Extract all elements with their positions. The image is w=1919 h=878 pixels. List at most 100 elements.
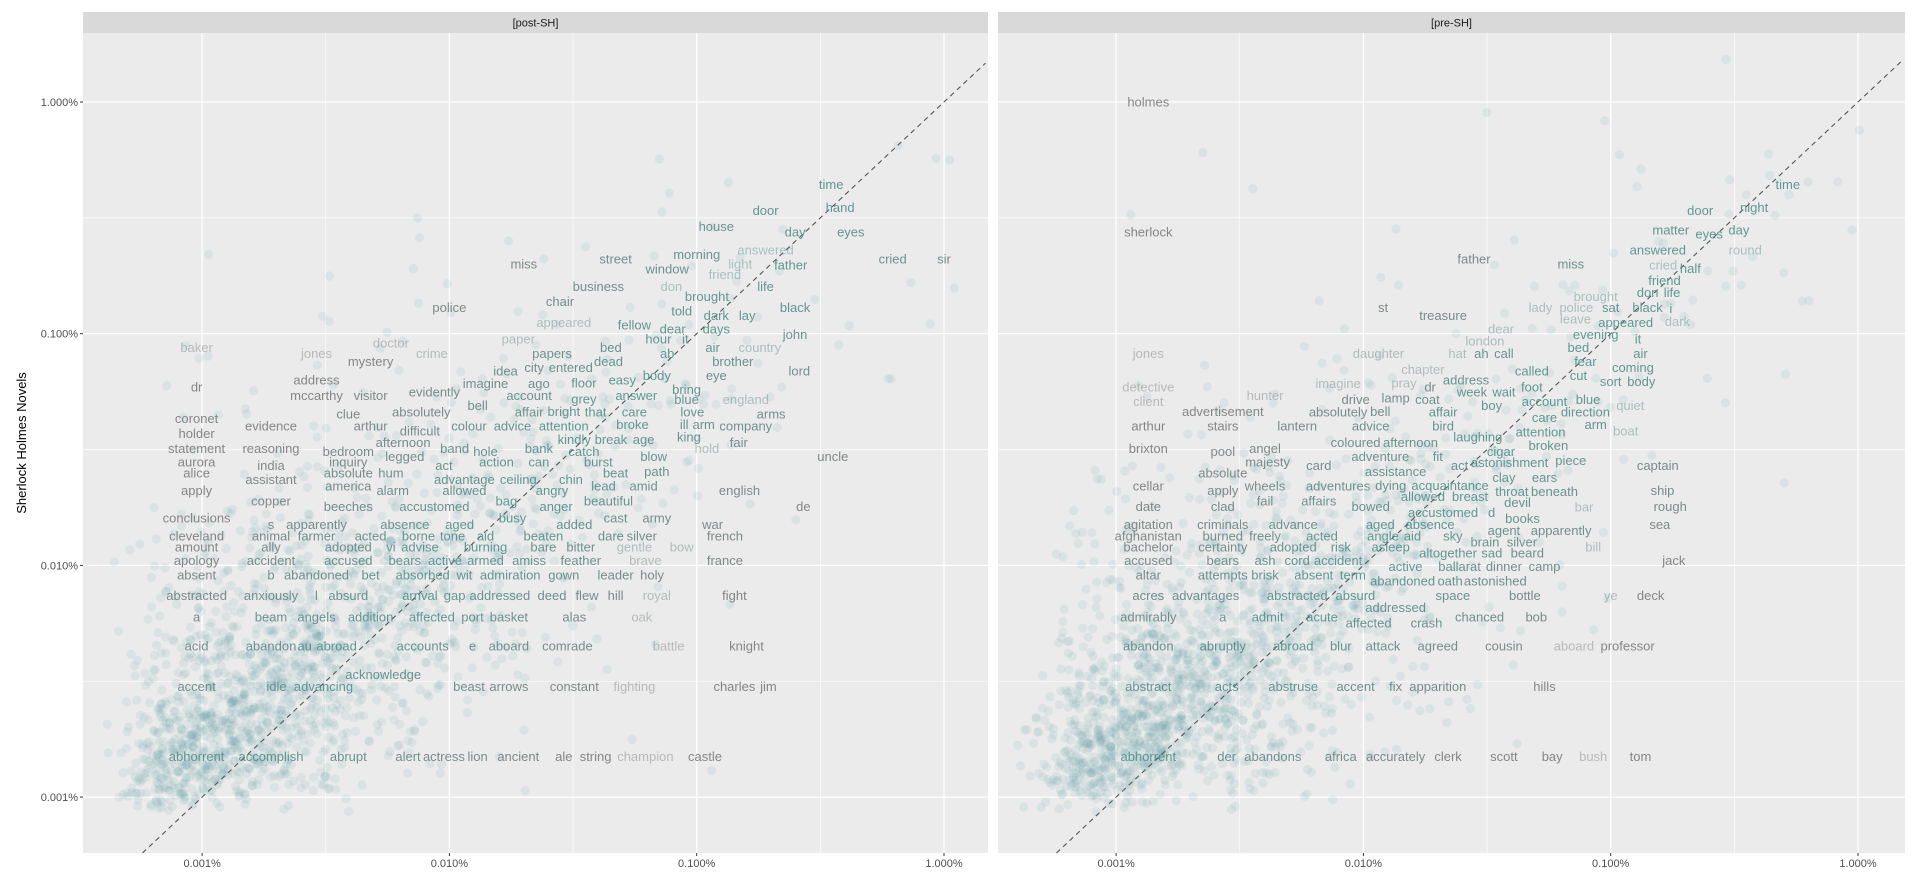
point xyxy=(197,784,207,794)
point xyxy=(349,628,359,638)
point xyxy=(310,647,320,657)
point xyxy=(1086,764,1096,774)
point xyxy=(177,787,187,797)
point xyxy=(141,788,151,798)
point xyxy=(225,648,235,658)
point xyxy=(1173,674,1184,685)
word-label: term xyxy=(1340,567,1366,582)
word-label: life xyxy=(757,279,774,294)
point xyxy=(395,719,405,730)
word-label: alarm xyxy=(376,483,409,498)
point xyxy=(161,648,171,658)
point xyxy=(114,792,124,803)
point xyxy=(246,705,256,715)
point xyxy=(342,542,353,552)
point xyxy=(1013,740,1023,750)
point xyxy=(129,661,140,671)
word-label: can xyxy=(528,454,549,469)
point xyxy=(707,765,717,776)
point xyxy=(262,706,273,716)
point xyxy=(1038,671,1048,681)
point xyxy=(221,612,231,622)
point xyxy=(385,536,395,546)
word-label: actress xyxy=(423,749,465,764)
point xyxy=(251,669,261,679)
point xyxy=(340,629,350,639)
point xyxy=(1512,739,1522,749)
word-label: city xyxy=(524,360,544,375)
word-label: cellar xyxy=(1133,479,1165,494)
point xyxy=(1290,656,1300,667)
word-label: amiss xyxy=(512,553,546,568)
word-label: string xyxy=(580,749,612,764)
word-label: ye xyxy=(1604,588,1618,603)
point xyxy=(709,331,719,341)
point xyxy=(343,806,354,817)
point xyxy=(425,759,435,769)
point xyxy=(1092,474,1102,484)
point xyxy=(765,392,775,402)
point xyxy=(633,372,643,383)
point xyxy=(399,540,409,550)
point xyxy=(266,649,276,659)
word-label: active xyxy=(428,553,462,568)
point xyxy=(1183,429,1193,439)
word-label: hum xyxy=(378,466,403,481)
point xyxy=(342,702,352,713)
point xyxy=(581,455,591,465)
point xyxy=(489,511,500,521)
point xyxy=(440,663,450,673)
word-label: ash xyxy=(1255,553,1276,568)
word-label: detective xyxy=(1122,379,1174,394)
point xyxy=(561,450,571,460)
point xyxy=(341,711,351,721)
word-label: apply xyxy=(181,483,213,498)
point xyxy=(1307,722,1317,732)
word-label: imagine xyxy=(463,376,509,391)
point xyxy=(206,656,216,666)
point xyxy=(164,775,174,785)
point xyxy=(1091,807,1101,817)
point xyxy=(197,768,207,778)
point xyxy=(221,544,231,554)
point xyxy=(418,717,428,727)
point xyxy=(260,757,270,767)
point xyxy=(236,763,246,773)
point xyxy=(657,299,667,309)
word-label: holder xyxy=(179,426,216,441)
point xyxy=(408,264,418,274)
point xyxy=(574,515,584,525)
point xyxy=(1327,679,1337,689)
point xyxy=(154,784,164,794)
point xyxy=(348,568,358,578)
point xyxy=(1720,398,1730,408)
word-label: alert xyxy=(395,749,421,764)
point xyxy=(315,669,325,680)
point xyxy=(299,568,310,578)
word-label: st xyxy=(1378,300,1389,315)
point xyxy=(229,606,239,616)
point xyxy=(1110,697,1120,707)
point xyxy=(1854,125,1864,135)
point xyxy=(1299,341,1309,351)
point xyxy=(309,421,319,431)
word-label: abroad xyxy=(1273,638,1313,653)
word-label: afternoon xyxy=(376,435,431,450)
point xyxy=(1041,797,1051,807)
point xyxy=(291,646,301,656)
word-label: bright xyxy=(548,404,581,419)
word-label: police xyxy=(432,300,466,315)
point xyxy=(422,689,432,699)
word-label: crime xyxy=(416,346,448,361)
point xyxy=(349,571,359,581)
word-label: action xyxy=(479,454,514,469)
point xyxy=(1343,662,1353,672)
point xyxy=(359,711,369,721)
point xyxy=(212,798,222,808)
word-label: admiration xyxy=(480,567,541,582)
point xyxy=(311,641,321,651)
point xyxy=(160,563,170,573)
point xyxy=(256,548,266,558)
point xyxy=(242,652,252,662)
